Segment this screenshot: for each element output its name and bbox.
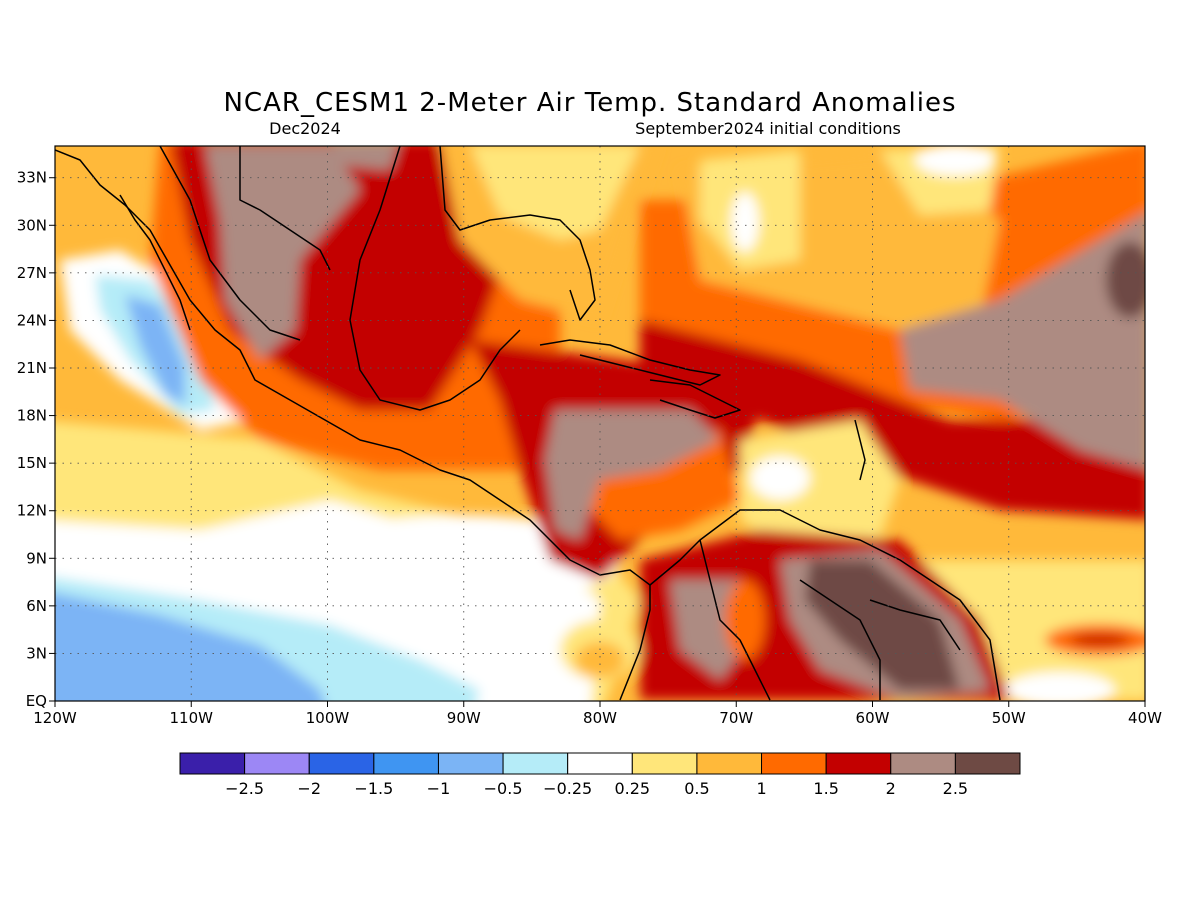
coast-south-america-west <box>619 585 651 701</box>
coast-cuba <box>539 339 721 386</box>
shade-yellow-eastcaribbean <box>740 420 900 560</box>
colorbar-swatch <box>179 752 246 775</box>
coast-south-america-north <box>649 509 1001 701</box>
anomaly-shading <box>55 146 1145 701</box>
colorbar-label: 1 <box>756 779 766 798</box>
shade-brown-atlantic <box>1106 242 1145 318</box>
lat-tick-label: 3N <box>26 644 47 662</box>
shade-white-eqpacific <box>300 515 620 605</box>
colorbar-swatch <box>567 752 633 775</box>
lon-tick-label: 120W <box>33 709 77 727</box>
lon-tick-label: 70W <box>719 709 753 727</box>
lat-tick-label: 30N <box>17 216 47 234</box>
colorbar-swatch <box>631 752 698 775</box>
colorbar-label: −0.25 <box>543 779 592 798</box>
colorbar-swatch <box>761 752 827 775</box>
lon-tick-label: 50W <box>992 709 1026 727</box>
colorbar-swatch <box>890 752 956 775</box>
shade-red-eqatlantic <box>1070 634 1130 646</box>
lat-tick-label: 9N <box>26 549 47 567</box>
lon-tick-label: 80W <box>583 709 617 727</box>
shade-tan-caribbean <box>545 410 720 540</box>
border-guiana-brazil <box>869 599 961 651</box>
lon-tick-label: 110W <box>170 709 214 727</box>
lat-tick-label: 24N <box>17 311 47 329</box>
colorbar-label: 2 <box>886 779 896 798</box>
shade-orange-offcolombia <box>575 642 625 678</box>
shade-white-eastcaribbean <box>750 456 810 500</box>
colorbar-label: −1.5 <box>354 779 393 798</box>
colorbar-swatch <box>825 752 892 775</box>
gridlines <box>55 146 1145 701</box>
colorbar-label: 0.25 <box>614 779 650 798</box>
colorbar-label: −2.5 <box>225 779 264 798</box>
lon-tick-label: 40W <box>1128 709 1162 727</box>
latitude-labels: 33N 30N 27N 24N 21N 18N 15N 12N 9N 6N 3N EQ <box>17 169 55 710</box>
longitude-labels: 120W 110W 100W 90W 80W 70W 60W 50W 40W <box>33 701 1162 727</box>
map-title: NCAR_CESM1 2-Meter Air Temp. Standard An… <box>223 88 956 118</box>
colorbar-label: 2.5 <box>943 779 968 798</box>
shade-tan-atlantic <box>900 213 1145 469</box>
colorbar-label: 0.5 <box>684 779 709 798</box>
lat-tick-label: 12N <box>17 502 47 520</box>
shade-midblue-pacific <box>55 593 324 701</box>
lat-tick-label: 6N <box>26 597 47 615</box>
shade-red-atlantic-band <box>640 320 1145 520</box>
colorbar-swatch <box>437 752 504 775</box>
coast-gulf-california <box>159 146 301 341</box>
border-venezuela-brazil <box>799 579 881 700</box>
map-subtitle-date: Dec2024 <box>269 119 341 138</box>
shade-tan-mexico <box>205 146 360 360</box>
colorbar-swatch <box>373 752 439 775</box>
coast-hispaniola <box>649 379 741 419</box>
colorbar-label: −1 <box>427 779 451 798</box>
colorbar-swatch <box>502 752 569 775</box>
shade-midblue-baja <box>125 295 185 405</box>
map-subtitle-init: September2024 initial conditions <box>635 119 901 138</box>
coast-gulf-mexico <box>349 146 521 411</box>
shade-white-eqatlantic <box>1005 672 1115 701</box>
lon-tick-label: 100W <box>306 709 350 727</box>
shade-white-atlantic-1 <box>731 192 759 252</box>
coast-pacific-mexico <box>55 149 651 586</box>
lat-tick-label: 27N <box>17 264 47 282</box>
coast-gulf-north <box>439 146 596 321</box>
lat-tick-label: EQ <box>26 692 47 710</box>
shade-white-atlantic-2 <box>915 146 995 176</box>
colorbar-swatch <box>308 752 375 775</box>
lat-tick-label: 33N <box>17 169 47 187</box>
colorbar-swatch <box>244 752 310 775</box>
colorbar-label: −0.5 <box>484 779 523 798</box>
border-colombia-venezuela <box>699 539 771 701</box>
lat-tick-label: 18N <box>17 407 47 425</box>
colorbar-swatch <box>696 752 763 775</box>
shade-tan-texas <box>332 146 398 170</box>
colorbar-label: 1.5 <box>813 779 838 798</box>
border-usa-mexico <box>239 146 331 271</box>
shade-darkorange-colombia <box>725 580 765 660</box>
colorbar-legend: −2.5 −2 −1.5 −1 −0.5 −0.25 0.25 0.5 1 1.5 2 2.5 <box>179 752 1021 798</box>
lat-tick-label: 15N <box>17 454 47 472</box>
coastlines <box>55 146 1001 701</box>
shade-brown-guiana <box>805 560 960 690</box>
colorbar-swatch <box>954 752 1021 775</box>
lat-tick-label: 21N <box>17 359 47 377</box>
anomaly-map <box>54 145 1146 702</box>
coast-lesser-antilles <box>854 419 866 481</box>
colorbar-label: −2 <box>297 779 321 798</box>
lon-tick-label: 60W <box>856 709 890 727</box>
coast-baja <box>119 194 191 331</box>
lon-tick-label: 90W <box>447 709 481 727</box>
